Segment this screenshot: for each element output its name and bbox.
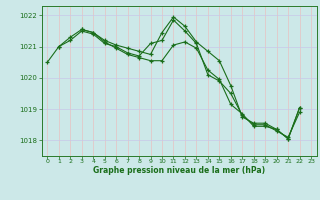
X-axis label: Graphe pression niveau de la mer (hPa): Graphe pression niveau de la mer (hPa) bbox=[93, 166, 265, 175]
